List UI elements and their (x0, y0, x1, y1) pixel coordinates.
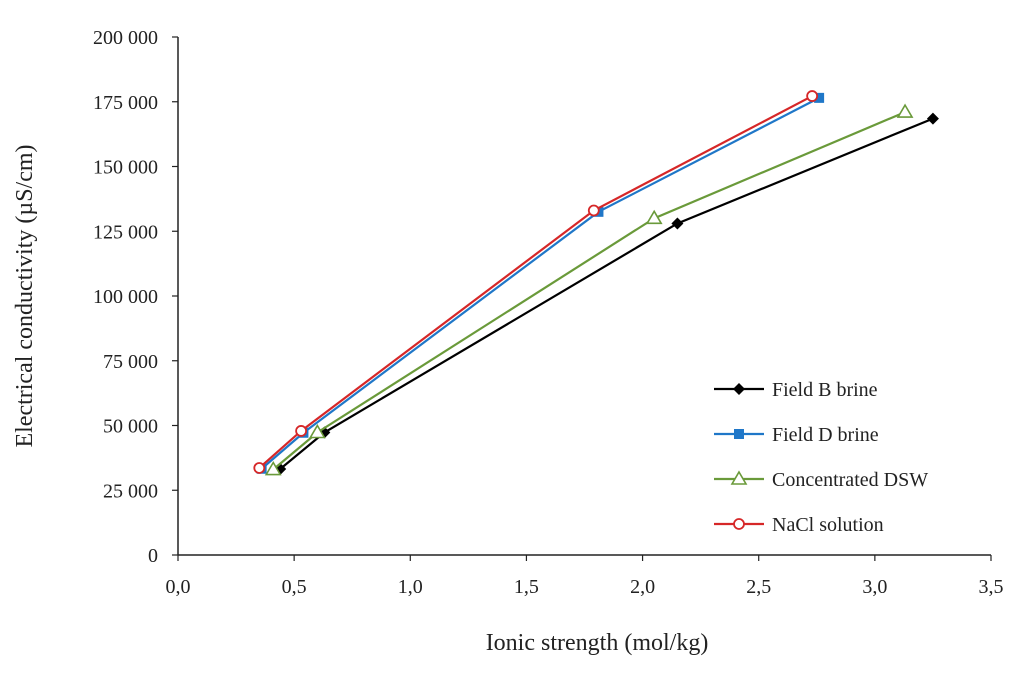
data-point (253, 462, 266, 474)
x-axis-label: Ionic strength (mol/kg) (486, 630, 709, 656)
series-line (272, 111, 906, 471)
x-tick-label: 3,5 (979, 576, 1004, 598)
legend-marker (733, 383, 745, 395)
legend: Field B brine Field D brine Concentrated D… (714, 379, 928, 536)
data-point (806, 90, 819, 102)
legend-label: Field D brine (772, 424, 879, 446)
series-line (258, 95, 813, 469)
y-tick-label: 25 000 (103, 480, 158, 502)
x-tick-label: 2,0 (630, 576, 655, 598)
x-tick-label: 1,0 (398, 576, 423, 598)
x-tick-label: 3,0 (862, 576, 887, 598)
x-tick-label: 2,5 (746, 576, 771, 598)
y-tick-label: 50 000 (103, 416, 158, 438)
legend-marker (734, 429, 744, 439)
y-tick-label: 75 000 (103, 351, 158, 373)
data-point (264, 460, 282, 476)
legend-label: Concentrated DSW (772, 469, 928, 491)
data-point (671, 217, 684, 230)
data-point (587, 204, 600, 217)
data-point (308, 423, 326, 439)
legend-marker (733, 518, 745, 530)
y-tick-label: 100 000 (93, 286, 158, 308)
y-tick-label: 125 000 (93, 221, 158, 243)
data-point (814, 92, 825, 103)
legend-item: Field B brine (714, 379, 878, 401)
series-line (279, 117, 934, 470)
series-nacl-solution (253, 90, 819, 474)
y-tick-label: 0 (148, 545, 158, 567)
data-point (295, 425, 308, 437)
legend-item: NaCl solution (714, 514, 884, 536)
x-tick-label: 0,5 (282, 576, 307, 598)
x-tick-label: 1,5 (514, 576, 539, 598)
legend-label: NaCl solution (772, 514, 884, 536)
y-tick-label: 175 000 (93, 92, 158, 114)
x-tick-label: 0,0 (166, 576, 191, 598)
legend-label: Field B brine (772, 379, 878, 401)
legend-marker (730, 470, 748, 485)
series-group (253, 90, 939, 476)
axes: 0,0 0,5 1,0 1,5 2,0 2,5 3,0 3,5 0 25 000 50 000 75 … (93, 27, 1004, 598)
legend-item: Field D brine (714, 424, 879, 446)
series-field-b-brine (274, 112, 939, 476)
y-tick-label: 150 000 (93, 157, 158, 179)
y-axis-label: Electrical conductivity (µS/cm) (12, 144, 38, 447)
series-line (260, 96, 820, 470)
legend-item: Concentrated DSW (714, 469, 928, 491)
data-point (896, 103, 914, 118)
data-point (926, 112, 939, 125)
series-concentrated-dsw (264, 103, 914, 476)
data-point (645, 209, 663, 225)
y-tick-label: 200 000 (93, 27, 158, 49)
